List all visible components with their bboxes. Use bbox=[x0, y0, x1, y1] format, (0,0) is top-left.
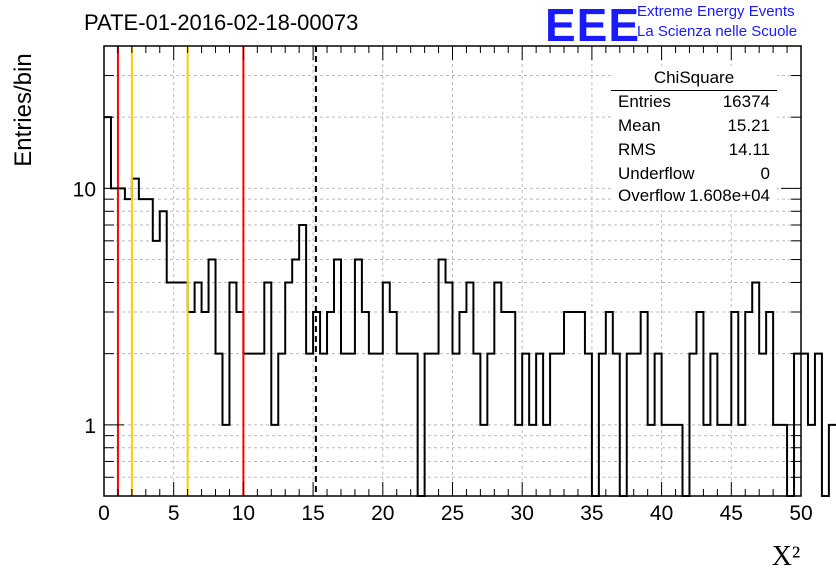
stats-row-entries: Entries 16374 bbox=[618, 92, 770, 114]
stats-row-overflow: Overflow 1.608e+04 bbox=[618, 186, 770, 208]
y-axis-label: Entries/bin bbox=[10, 53, 37, 167]
y-tick-label: 1 bbox=[84, 415, 96, 438]
chart-title: PATE-01-2016-02-18-00073 bbox=[84, 10, 359, 35]
stats-label: Mean bbox=[618, 116, 661, 135]
x-tick-label: 25 bbox=[441, 502, 464, 525]
stats-value: 0 bbox=[760, 164, 770, 183]
x-tick-label: 45 bbox=[720, 502, 743, 525]
stats-value: 16374 bbox=[722, 92, 770, 111]
x-tick-label: 35 bbox=[580, 502, 603, 525]
histogram-line bbox=[104, 116, 836, 497]
x-tick-label: 30 bbox=[511, 502, 534, 525]
y-tick-label: 10 bbox=[73, 178, 96, 201]
stats-row-rms: RMS 14.11 bbox=[618, 140, 770, 162]
x-tick-label: 10 bbox=[232, 502, 255, 525]
stats-label: Underflow bbox=[618, 164, 695, 183]
stats-title: ChiSquare bbox=[653, 68, 735, 87]
x-tick-label: 20 bbox=[371, 502, 394, 525]
x-tick-label: 15 bbox=[301, 502, 324, 525]
eee-logo: EEE bbox=[545, 0, 641, 51]
stats-label: Entries bbox=[618, 92, 671, 111]
x-tick-label: 5 bbox=[168, 502, 180, 525]
x-tick-label: 50 bbox=[789, 502, 812, 525]
stats-value: 1.608e+04 bbox=[689, 186, 770, 205]
axis-ticks: 0 5 10 15 20 25 30 35 40 45 50 1 10 bbox=[73, 45, 813, 525]
stats-row-underflow: Underflow 0 bbox=[618, 164, 770, 186]
stats-label: Overflow bbox=[618, 186, 686, 205]
x-tick-label: 0 bbox=[98, 502, 110, 525]
stats-divider bbox=[611, 90, 777, 91]
histogram-series bbox=[104, 116, 836, 497]
stats-value: 14.11 bbox=[728, 140, 770, 159]
x-tick-label: 40 bbox=[650, 502, 673, 525]
logo-subtitle-line1: Extreme Energy Events bbox=[637, 3, 795, 20]
logo-subtitle-line2: La Scienza nelle Scuole bbox=[637, 23, 798, 40]
stats-box: ChiSquare Entries 16374 Mean 15.21 RMS 1… bbox=[611, 66, 777, 210]
reference-lines bbox=[116, 46, 317, 496]
stats-row-mean: Mean 15.21 bbox=[618, 116, 770, 138]
stats-label: RMS bbox=[618, 140, 656, 159]
x-axis-label: X² bbox=[772, 541, 801, 572]
stats-value: 15.21 bbox=[727, 116, 770, 135]
